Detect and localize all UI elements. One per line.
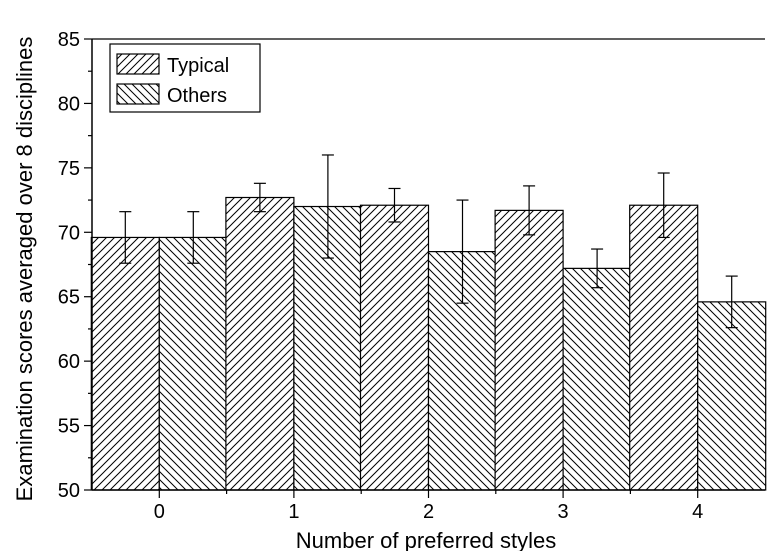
error-bar-typical-4 — [657, 172, 670, 239]
error-bar-typical-1 — [253, 182, 266, 213]
legend-swatch-others — [116, 83, 160, 105]
x-tick-label: 3 — [558, 501, 569, 523]
legend: Typical Others — [109, 43, 261, 113]
bar-typical-2 — [359, 204, 430, 491]
bar-typical-0 — [90, 236, 160, 491]
error-bar-typical-3 — [523, 185, 536, 236]
error-bar-typical-2 — [388, 187, 401, 223]
legend-label-others: Others — [167, 85, 227, 107]
plot-marks — [90, 154, 767, 491]
axes: 50 55 60 65 70 75 80 85 0 1 2 3 4 — [58, 29, 765, 523]
error-bar-others-1 — [321, 154, 334, 259]
x-tick-label: 0 — [154, 501, 165, 523]
bar-others-4 — [697, 301, 767, 491]
y-tick-label: 60 — [58, 351, 80, 373]
bar-typical-1 — [225, 196, 295, 491]
y-tick-label: 50 — [58, 480, 80, 502]
bar-typical-3 — [494, 209, 564, 491]
bar-others-0 — [158, 236, 228, 491]
y-tick-label: 65 — [58, 287, 80, 309]
bar-typical-4 — [629, 204, 699, 491]
y-tick-label: 70 — [58, 222, 80, 244]
y-tick-label: 75 — [58, 158, 80, 180]
x-tick-label: 2 — [423, 501, 434, 523]
bar-others-3 — [562, 267, 632, 491]
y-tick-label: 55 — [58, 416, 80, 438]
error-bar-others-2 — [456, 199, 469, 304]
y-tick-label: 80 — [58, 93, 80, 115]
x-axis-title: Number of preferred styles — [296, 528, 556, 551]
y-tick-label: 85 — [58, 29, 80, 51]
error-bar-others-3 — [591, 248, 604, 289]
legend-label-typical: Typical — [167, 55, 229, 77]
x-tick-label: 4 — [692, 501, 703, 523]
legend-swatch-typical — [116, 53, 160, 75]
x-tick-label: 1 — [288, 501, 299, 523]
y-axis-title: Examination scores averaged over 8 disci… — [12, 37, 37, 502]
error-bar-typical-0 — [119, 211, 132, 264]
error-bar-others-4 — [725, 275, 738, 329]
error-bar-others-0 — [187, 211, 200, 264]
